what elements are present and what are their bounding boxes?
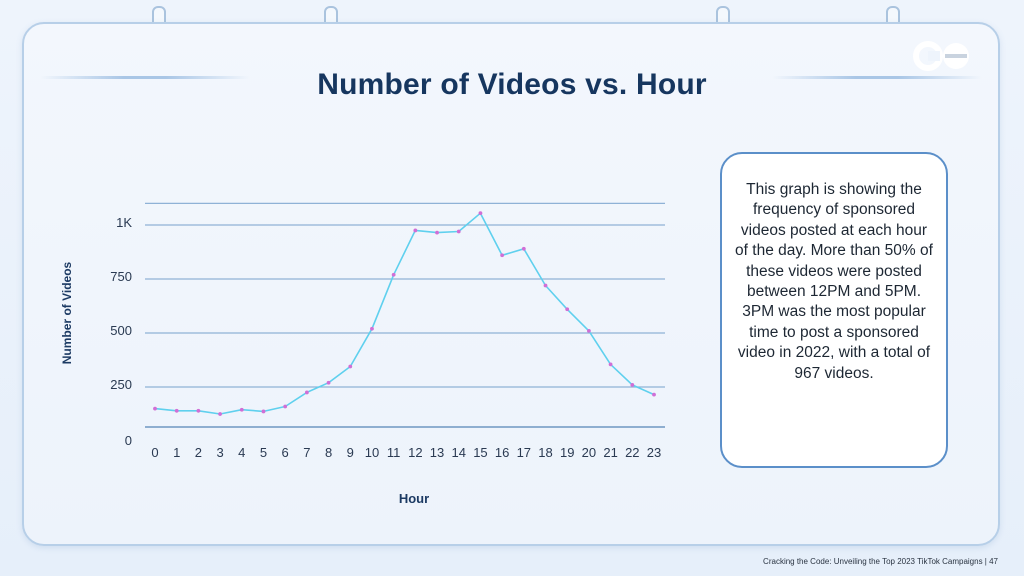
x-tick-label: 16 <box>495 445 509 460</box>
data-point <box>608 362 613 367</box>
data-point <box>239 407 244 412</box>
y-tick-label: 1K <box>116 215 132 230</box>
y-tick-label: 750 <box>110 269 132 284</box>
x-tick-label: 7 <box>303 445 310 460</box>
data-point <box>348 364 353 369</box>
data-point <box>218 412 222 416</box>
x-tick-label: 14 <box>452 445 466 460</box>
x-tick-label: 5 <box>260 445 267 460</box>
x-tick-label: 2 <box>195 445 202 460</box>
data-point <box>652 392 656 397</box>
y-tick-label: 0 <box>125 433 132 448</box>
data-point <box>587 328 591 333</box>
info-callout: This graph is showing the frequency of s… <box>720 152 948 468</box>
x-tick-label: 10 <box>365 445 379 460</box>
x-tick-label: 21 <box>603 445 617 460</box>
decor-line <box>40 76 250 79</box>
data-point <box>435 230 439 235</box>
x-tick-label: 1 <box>173 445 180 460</box>
x-tick-label: 11 <box>387 445 401 460</box>
x-tick-label: 20 <box>582 445 596 460</box>
data-point <box>413 228 418 233</box>
data-point <box>304 390 309 395</box>
data-point <box>261 409 266 414</box>
data-point <box>500 253 505 258</box>
data-point <box>478 211 483 216</box>
x-tick-label: 22 <box>625 445 639 460</box>
x-tick-label: 9 <box>347 445 354 460</box>
slide-footer: Cracking the Code: Unveiling the Top 202… <box>763 557 998 566</box>
data-point <box>456 229 461 234</box>
y-tick-label: 500 <box>110 323 132 338</box>
info-callout-text: This graph is showing the frequency of s… <box>735 181 933 382</box>
data-point <box>391 272 396 277</box>
data-point <box>565 307 570 312</box>
x-tick-label: 18 <box>538 445 552 460</box>
x-tick-label: 19 <box>560 445 574 460</box>
x-axis-label: Hour <box>399 491 429 506</box>
data-point <box>283 404 288 409</box>
brand-logo-icon <box>913 41 969 71</box>
x-tick-label: 23 <box>647 445 661 460</box>
decor-line <box>772 76 982 79</box>
x-tick-label: 0 <box>151 445 158 460</box>
y-axis-label: Number of Videos <box>60 261 74 364</box>
data-point <box>196 408 201 413</box>
data-point <box>543 283 548 288</box>
data-point <box>370 326 374 331</box>
x-tick-label: 12 <box>408 445 422 460</box>
x-tick-label: 8 <box>325 445 332 460</box>
x-tick-label: 15 <box>473 445 487 460</box>
data-point <box>630 382 635 387</box>
series-line <box>154 212 655 415</box>
data-point <box>521 246 526 251</box>
x-tick-label: 17 <box>517 445 531 460</box>
x-tick-label: 4 <box>238 445 245 460</box>
data-point <box>174 408 179 413</box>
x-tick-label: 13 <box>430 445 444 460</box>
y-tick-label: 250 <box>110 377 132 392</box>
x-tick-label: 6 <box>282 445 289 460</box>
x-tick-label: 3 <box>216 445 223 460</box>
data-point <box>153 406 157 411</box>
data-point <box>326 380 331 385</box>
page-title: Number of Videos vs. Hour <box>317 68 707 101</box>
